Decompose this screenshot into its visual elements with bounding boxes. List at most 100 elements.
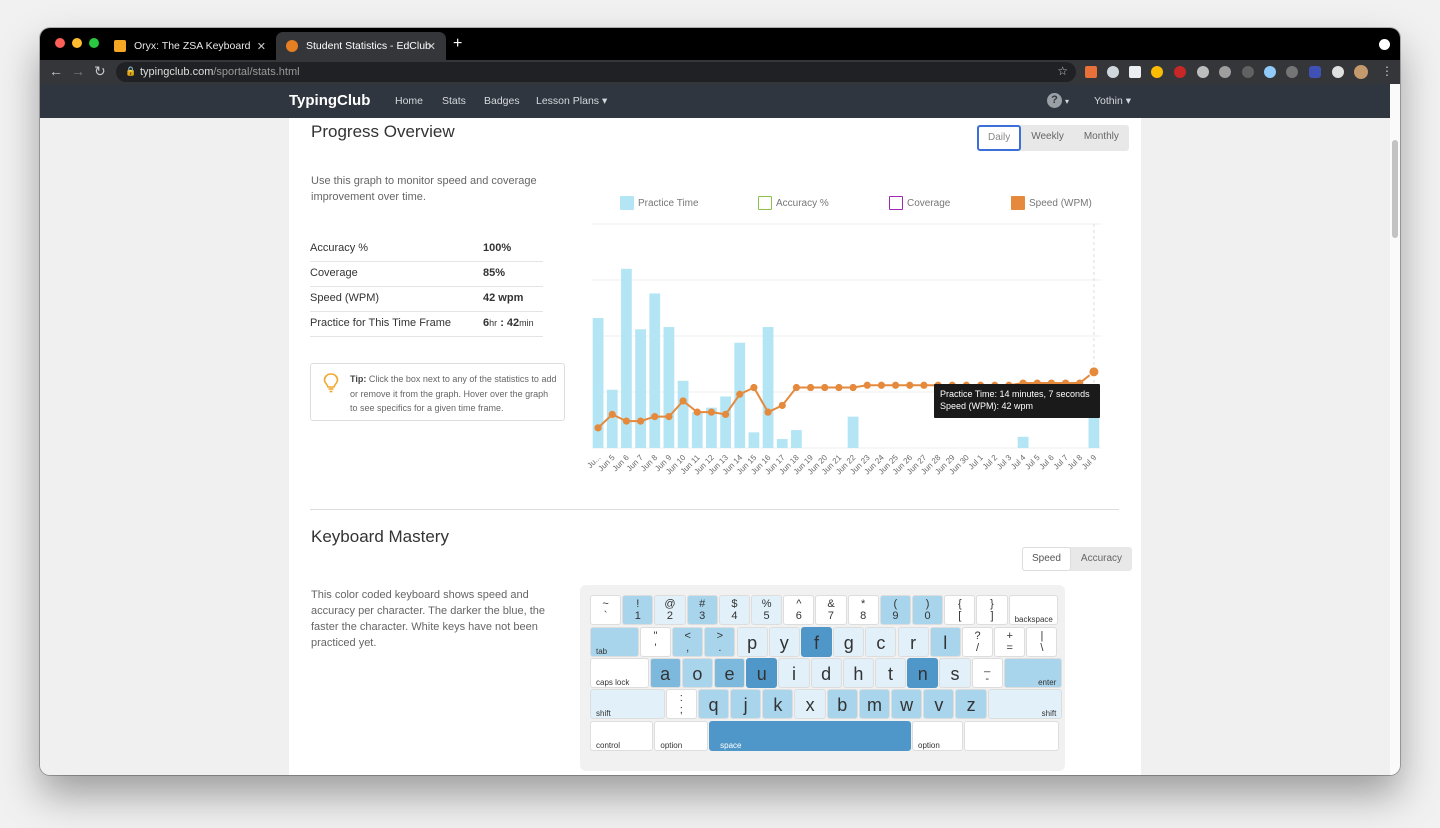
close-tab-icon[interactable]: ✕ (256, 40, 266, 53)
extension-icon[interactable] (1197, 66, 1209, 78)
extension-icon[interactable] (1129, 66, 1141, 78)
key-symbol: >. (704, 627, 736, 657)
extension-icon[interactable] (1309, 66, 1321, 78)
extension-icon[interactable] (1264, 66, 1276, 78)
key-t: t (874, 658, 907, 688)
mode-accuracy-button[interactable]: Accuracy (1080, 553, 1123, 564)
stat-value: 42 wpm (483, 292, 524, 304)
extension-icon[interactable] (1085, 66, 1097, 78)
legend-practice-time[interactable]: Practice Time (620, 196, 699, 210)
scrollbar-thumb[interactable] (1392, 140, 1398, 238)
tip-text: Tip: Click the box next to any of the st… (350, 372, 558, 416)
range-monthly-button[interactable]: Monthly (1083, 131, 1119, 142)
stats-page: Progress Overview Daily Weekly Monthly U… (289, 118, 1141, 775)
nav-lesson-plans[interactable]: Lesson Plans ▾ (536, 95, 608, 107)
range-daily-button[interactable]: Daily (977, 125, 1022, 151)
speed-point (594, 424, 602, 432)
new-tab-icon[interactable]: + (453, 35, 463, 52)
legend-swatch[interactable] (620, 196, 634, 210)
key-symbol: <, (672, 627, 704, 657)
key-n: n (907, 658, 939, 688)
range-weekly-button[interactable]: Weekly (1031, 131, 1064, 142)
tab-oryx[interactable]: Oryx: The ZSA Keyboard Confi ✕ (104, 32, 276, 60)
tab-student-statistics[interactable]: Student Statistics - EdClub ✕ (276, 32, 446, 60)
legend-speed[interactable]: Speed (WPM) (1011, 196, 1092, 210)
key-p: p (736, 627, 768, 657)
key-f: f (800, 627, 833, 657)
extension-icon[interactable] (1286, 66, 1298, 78)
practice-time-bar (776, 439, 788, 448)
key-symbol: }] (976, 595, 1008, 625)
app-navbar: TypingClub Home Stats Badges Lesson Plan… (40, 84, 1390, 118)
profile-avatar[interactable] (1354, 65, 1368, 79)
chrome-extension-icon[interactable] (1151, 66, 1163, 78)
speed-point (736, 390, 744, 398)
nav-badges[interactable]: Badges (484, 95, 520, 107)
stat-practice-time[interactable]: Practice for This Time Frame 6hr : 42min (310, 312, 543, 337)
stat-label: Practice for This Time Frame (310, 317, 451, 329)
progress-overview-title: Progress Overview (311, 122, 455, 141)
user-menu[interactable]: Yothin ▾ (1094, 95, 1131, 107)
speed-point (679, 397, 687, 405)
speed-point (906, 381, 914, 389)
tab-title: Oryx: The ZSA Keyboard Confi (134, 40, 254, 52)
practice-time-bar (635, 329, 646, 448)
key-h: h (842, 658, 874, 688)
legend-coverage[interactable]: Coverage (889, 196, 950, 210)
close-tab-icon[interactable]: ✕ (426, 40, 436, 53)
practice-time-bar (592, 318, 604, 448)
tab-search-icon[interactable] (1379, 39, 1390, 50)
x-tick-label: Jul 9 (1080, 453, 1099, 472)
nav-stats[interactable]: Stats (442, 95, 466, 107)
brand-logo[interactable]: TypingClub (289, 92, 371, 109)
speed-point (806, 383, 815, 392)
nav-home[interactable]: Home (395, 95, 424, 107)
speed-point (608, 410, 616, 418)
minutes-unit: min (519, 318, 534, 328)
key-tab: tab (590, 627, 639, 657)
extension-icon[interactable] (1107, 66, 1119, 78)
key-r: r (897, 627, 929, 657)
stat-speed[interactable]: Speed (WPM) 42 wpm (310, 287, 543, 312)
key-y: y (768, 627, 800, 657)
address-bar[interactable]: 🔒 typingclub.com/sportal/stats.html ☆ (116, 62, 1076, 82)
extension-icon[interactable] (1219, 66, 1231, 78)
mode-speed-button[interactable]: Speed (1022, 547, 1071, 571)
legend-accuracy[interactable]: Accuracy % (758, 196, 829, 210)
reload-icon[interactable]: ↻ (94, 63, 106, 79)
stat-label: Accuracy % (310, 242, 369, 254)
legend-checkbox[interactable] (889, 196, 903, 210)
key-i: i (778, 658, 810, 688)
extension-icon[interactable] (1174, 66, 1186, 78)
bookmark-star-icon[interactable]: ☆ (1057, 64, 1068, 78)
color-coded-keyboard: ~ `! 1 @2 #3 $4% 5 ^ 6 & 7 * 8(9) 0{[}] backspace tab " '… (580, 585, 1065, 771)
help-dropdown-caret-icon[interactable]: ▾ (1065, 97, 1070, 106)
legend-checkbox[interactable] (758, 196, 772, 210)
speed-point (849, 383, 857, 392)
key-u: u (746, 658, 778, 688)
tooltip-line: Practice Time: 14 minutes, 7 seconds (940, 389, 1090, 399)
key-symbol: % 5 (751, 595, 783, 625)
minutes-value: 42 (506, 317, 520, 329)
legend-label: Accuracy % (776, 197, 829, 209)
page-scrollbar[interactable] (1390, 84, 1400, 775)
browser-window: Oryx: The ZSA Keyboard Confi ✕ Student S… (40, 28, 1400, 775)
maximize-window-button[interactable] (89, 38, 99, 48)
stat-accuracy[interactable]: Accuracy % 100% (310, 237, 543, 262)
key-symbol: #3 (686, 595, 718, 625)
practice-time-bar (691, 412, 703, 448)
extension-icon[interactable] (1242, 66, 1254, 78)
stat-value: 85% (483, 267, 506, 279)
browser-menu-icon[interactable]: ⋮ (1381, 64, 1393, 78)
back-icon[interactable]: ← (49, 63, 63, 79)
minimize-window-button[interactable] (72, 38, 82, 48)
keyboard-mastery-title: Keyboard Mastery (311, 527, 449, 546)
tab-title: Student Statistics - EdClub (306, 40, 431, 52)
help-icon[interactable]: ? (1047, 93, 1062, 108)
forward-icon[interactable]: → (71, 63, 85, 79)
stat-coverage[interactable]: Coverage 85% (310, 262, 543, 287)
close-window-button[interactable] (55, 38, 65, 48)
legend-swatch[interactable] (1011, 196, 1025, 210)
puzzle-extensions-icon[interactable] (1332, 66, 1344, 78)
